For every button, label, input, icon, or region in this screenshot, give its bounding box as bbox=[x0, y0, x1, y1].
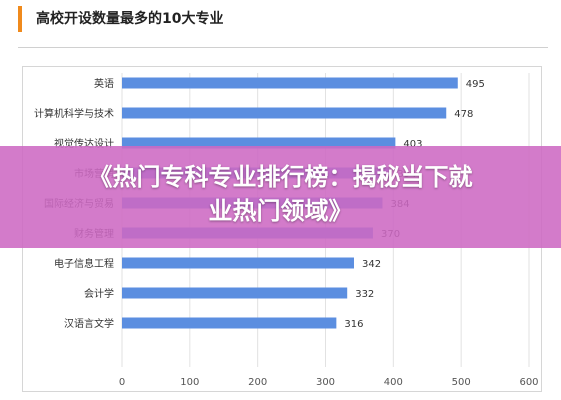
banner-line-2: 业热门领域》 bbox=[208, 197, 353, 225]
x-tick-label: 500 bbox=[452, 377, 471, 388]
value-label: 332 bbox=[355, 289, 374, 300]
x-tick-label: 400 bbox=[384, 377, 403, 388]
value-label: 403 bbox=[403, 139, 422, 150]
bar bbox=[122, 77, 458, 89]
category-label: 计算机科学与技术 bbox=[34, 107, 114, 120]
overlay-banner bbox=[0, 146, 561, 248]
x-tick-label: 100 bbox=[180, 377, 199, 388]
x-tick-label: 600 bbox=[519, 377, 538, 388]
value-label: 342 bbox=[362, 259, 381, 270]
x-tick-label: 200 bbox=[248, 377, 267, 388]
page-title: 高校开设数量最多的10大专业 bbox=[36, 11, 224, 27]
bar bbox=[122, 137, 396, 149]
header: 高校开设数量最多的10大专业 bbox=[0, 0, 561, 44]
title-accent-bar bbox=[18, 6, 22, 32]
bar bbox=[122, 107, 447, 119]
banner-line-1: 《热门专科专业排行榜：揭秘当下就 bbox=[88, 163, 473, 191]
overlay-banner-text: 《热门专科专业排行榜：揭秘当下就 业热门领域》 bbox=[0, 160, 561, 228]
bar bbox=[122, 317, 337, 329]
x-tick-label: 0 bbox=[119, 377, 125, 388]
title-divider bbox=[18, 47, 548, 48]
x-tick-label: 300 bbox=[316, 377, 335, 388]
bar bbox=[122, 257, 354, 269]
value-label: 495 bbox=[466, 79, 485, 90]
category-label: 电子信息工程 bbox=[54, 257, 114, 270]
value-label: 316 bbox=[344, 319, 363, 330]
bar bbox=[122, 287, 348, 299]
category-label: 英语 bbox=[94, 77, 114, 90]
value-label: 478 bbox=[454, 109, 473, 120]
category-label: 会计学 bbox=[84, 287, 114, 300]
category-label: 汉语言文学 bbox=[64, 317, 114, 330]
